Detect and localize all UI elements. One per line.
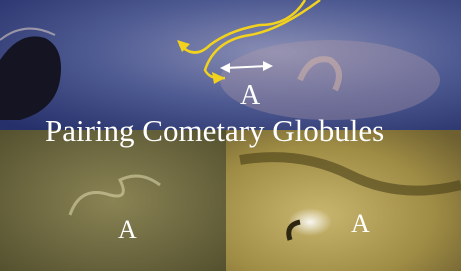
title: Pairing Cometary Globules	[45, 113, 384, 148]
bottom-left-panel	[0, 130, 226, 271]
label: A	[118, 215, 137, 244]
label: A	[351, 209, 370, 238]
label: A	[240, 80, 261, 111]
bottom-right-panel	[226, 130, 461, 271]
figure: A Pairing Cometary Globules A A	[0, 0, 461, 271]
